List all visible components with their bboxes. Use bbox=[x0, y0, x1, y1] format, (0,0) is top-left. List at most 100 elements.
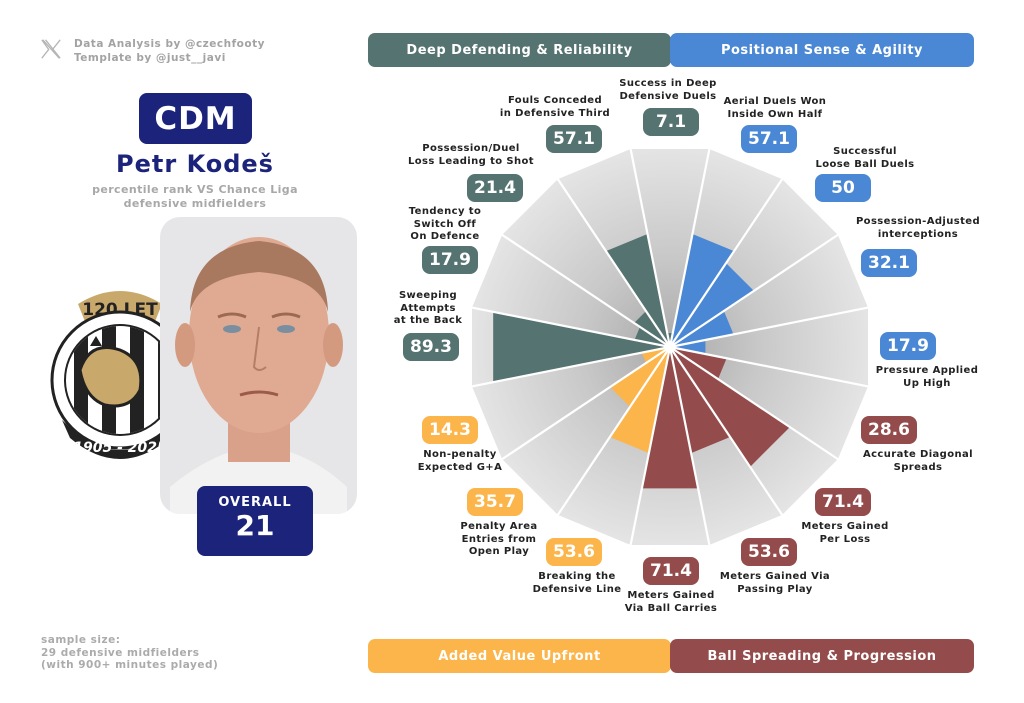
metric-label-possession-adjusted-interceptions: Possession-Adjusted interceptions bbox=[838, 216, 998, 241]
metric-label-meters-gained-per-loss: Meters Gained Per Loss bbox=[770, 521, 920, 546]
separator-spokes bbox=[469, 146, 871, 548]
value-badge-pressure-applied-up-high: 17.9 bbox=[880, 332, 936, 360]
spoke-line bbox=[555, 346, 671, 518]
category-pill-deep-defending: Deep Defending & Reliability bbox=[368, 33, 671, 67]
value-badge-non-penalty-expected-g-a: 14.3 bbox=[422, 416, 478, 444]
metric-label-non-penalty-expected-g-a: Non-penalty Expected G+A bbox=[390, 449, 530, 474]
spoke-line bbox=[669, 345, 871, 388]
metric-label-line: Success in Deep bbox=[619, 78, 717, 89]
metric-label-line: On Defence bbox=[410, 231, 480, 242]
value-badge-meters-gained-per-loss: 71.4 bbox=[815, 488, 871, 516]
metric-label-line: Sweeping bbox=[398, 290, 458, 301]
metric-label-tendency-to-switch-off-on-defence: Tendency to Switch Off On Defence bbox=[390, 206, 500, 244]
metric-label-aerial-duels-won-inside-own-half: Aerial Duels Won Inside Own Half bbox=[710, 96, 840, 121]
x-logo-icon bbox=[41, 39, 61, 59]
club-logo: 120 LET 1905 - 2025 bbox=[50, 291, 190, 459]
metric-label-meters-gained-via-ball-carries: Meters Gained Via Ball Carries bbox=[606, 590, 736, 615]
spoke-line bbox=[668, 346, 711, 548]
metric-label-fouls-conceded-in-defensive-third: Fouls Conceded in Defensive Third bbox=[490, 95, 620, 120]
bar-aerial-duels-won-inside-own-half bbox=[670, 233, 735, 347]
value-badge-meters-gained-via-ball-carries: 71.4 bbox=[643, 557, 699, 585]
bar-pressure-applied-up-high bbox=[670, 339, 706, 355]
value-badge-successful-loose-ball-duels: 50 bbox=[815, 174, 871, 202]
value-badge-success-in-deep-defensive-duels: 7.1 bbox=[643, 108, 699, 136]
metric-label-line: Open Play bbox=[468, 546, 530, 557]
value-bars bbox=[493, 233, 790, 489]
metric-label-meters-gained-via-passing-play: Meters Gained Via Passing Play bbox=[700, 571, 850, 596]
bar-meters-gained-per-loss bbox=[670, 347, 790, 467]
metric-label-line: Loose Ball Duels bbox=[815, 158, 915, 170]
bar-possession-duel-loss-leading-to-shot bbox=[634, 311, 670, 347]
position-badge: CDM bbox=[139, 93, 252, 144]
metric-label-line: Accurate Diagonal bbox=[862, 449, 974, 460]
value-badge-aerial-duels-won-inside-own-half: 57.1 bbox=[741, 125, 797, 153]
metric-label-penalty-area-entries-from-open-play: Penalty Area Entries from Open Play bbox=[434, 521, 564, 559]
spoke-line bbox=[629, 346, 672, 548]
sample-line-1: sample size: bbox=[41, 634, 121, 646]
credit-template: Template by @just__javi bbox=[74, 52, 226, 64]
bar-sweeping-attempts-at-the-back bbox=[493, 311, 670, 383]
metric-label-line: Non-penalty bbox=[423, 449, 497, 460]
metric-label-pressure-applied-up-high: Pressure Applied Up High bbox=[862, 365, 992, 390]
spoke-line bbox=[669, 306, 871, 349]
value-badge-breaking-the-defensive-line: 53.6 bbox=[546, 538, 602, 566]
value-badge-meters-gained-via-passing-play: 53.6 bbox=[741, 538, 797, 566]
bar-meters-gained-via-ball-carries bbox=[641, 347, 699, 489]
value-badge-tendency-to-switch-off-on-defence: 17.9 bbox=[422, 246, 478, 274]
spoke-line bbox=[669, 346, 785, 518]
metric-label-line: in Defensive Third bbox=[499, 107, 611, 119]
value-badge-possession-duel-loss-leading-to-shot: 21.4 bbox=[467, 174, 523, 202]
metric-label-line: Passing Play bbox=[737, 583, 813, 595]
value-badge-penalty-area-entries-from-open-play: 35.7 bbox=[467, 488, 523, 516]
metric-label-line: Successful bbox=[833, 146, 897, 157]
sample-line-2: 29 defensive midfielders bbox=[41, 646, 200, 659]
club-years-text: 1905 - 2025 bbox=[73, 440, 167, 456]
metric-label-successful-loose-ball-duels: Successful Loose Ball Duels bbox=[800, 146, 930, 171]
bar-possession-adjusted-interceptions bbox=[670, 310, 734, 347]
bar-accurate-diagonal-spreads bbox=[670, 347, 727, 380]
spoke-line bbox=[669, 176, 785, 348]
metric-label-line: Possession-Adjusted bbox=[855, 216, 981, 227]
bar-penalty-area-entries-from-open-play bbox=[610, 347, 670, 407]
metric-label-line: Entries from bbox=[461, 533, 537, 545]
overall-value: 21 bbox=[235, 509, 275, 542]
metric-label-line: Meters Gained bbox=[627, 590, 715, 601]
metric-label-breaking-the-defensive-line: Breaking the Defensive Line bbox=[512, 571, 642, 596]
credits: Data Analysis by @czechfooty Template by… bbox=[74, 37, 265, 65]
value-badge-fouls-conceded-in-defensive-third: 57.1 bbox=[546, 125, 602, 153]
metric-label-line: Expected G+A bbox=[417, 461, 503, 473]
sample-size-note: sample size: 29 defensive midfielders (w… bbox=[41, 634, 218, 672]
metric-label-line: Pressure Applied bbox=[875, 365, 979, 376]
player-name: Petr Kodeš bbox=[116, 150, 274, 178]
value-badge-accurate-diagonal-spreads: 28.6 bbox=[861, 416, 917, 444]
metric-label-line: Meters Gained Via bbox=[719, 571, 831, 582]
bar-successful-loose-ball-duels bbox=[670, 263, 754, 347]
bar-meters-gained-via-passing-play bbox=[670, 347, 731, 454]
metric-label-line: Up High bbox=[903, 377, 951, 389]
metric-label-line: Penalty Area bbox=[460, 521, 538, 532]
metric-label-line: Possession/Duel bbox=[422, 143, 520, 154]
metric-label-possession-duel-loss-leading-to-shot: Possession/Duel Loss Leading to Shot bbox=[396, 143, 546, 168]
value-badge-sweeping-attempts-at-the-back: 89.3 bbox=[403, 333, 459, 361]
value-badge-possession-adjusted-interceptions: 32.1 bbox=[861, 249, 917, 277]
spoke-line bbox=[668, 146, 711, 348]
spoke-line bbox=[555, 176, 671, 348]
bar-fouls-conceded-in-defensive-third bbox=[605, 233, 670, 347]
category-pill-added-value: Added Value Upfront bbox=[368, 639, 671, 673]
overall-label: OVERALL bbox=[218, 495, 292, 510]
metric-label-line: at the Back bbox=[393, 315, 463, 326]
spoke-line bbox=[499, 232, 671, 348]
overall-score-badge: OVERALL 21 bbox=[197, 486, 313, 556]
category-pill-positional-sense: Positional Sense & Agility bbox=[670, 33, 974, 67]
metric-label-success-in-deep-defensive-duels: Success in Deep Defensive Duels bbox=[598, 78, 738, 103]
radial-bar-chart bbox=[469, 146, 871, 548]
sample-line-3: (with 900+ minutes played) bbox=[41, 659, 219, 671]
metric-label-line: Per Loss bbox=[819, 533, 871, 545]
metric-label-line: Spreads bbox=[893, 461, 943, 473]
credit-data-analysis: Data Analysis by @czechfooty bbox=[74, 38, 265, 50]
metric-label-line: Meters Gained bbox=[801, 521, 889, 532]
metric-label-line: Defensive Duels bbox=[619, 90, 717, 102]
subtitle-line-1: percentile rank VS Chance Liga bbox=[92, 183, 298, 196]
spoke-line bbox=[669, 346, 841, 462]
spoke-line bbox=[629, 146, 672, 348]
